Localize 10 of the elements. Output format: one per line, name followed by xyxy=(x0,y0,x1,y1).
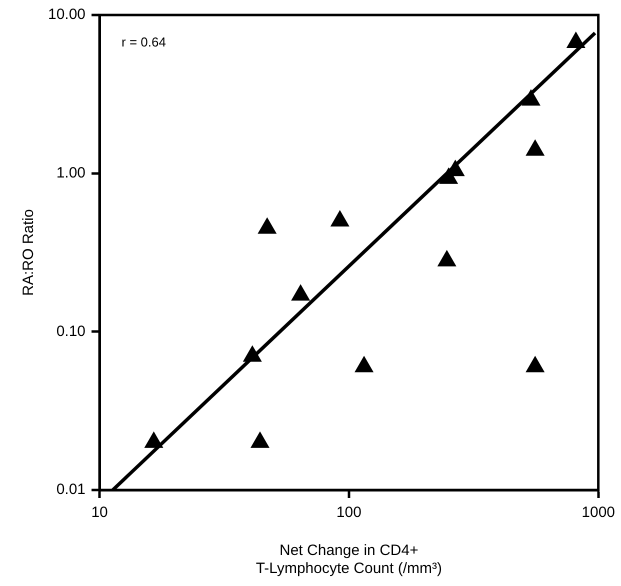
x-tick-label: 10 xyxy=(91,504,108,522)
x-tick-label: 1000 xyxy=(582,504,616,522)
y-axis-title: RA:RO Ratio xyxy=(20,209,38,296)
x-axis-title: Net Change in CD4+ T-Lymphocyte Count (/mm³) xyxy=(256,542,442,578)
x-tick-label: 100 xyxy=(336,504,362,522)
y-tick-label: 10.00 xyxy=(48,6,86,24)
y-tick-label: 0.01 xyxy=(56,481,86,498)
annotation: r = 0.64 xyxy=(122,34,166,50)
y-tick-label: 1.00 xyxy=(56,164,86,182)
y-tick-label: 0.10 xyxy=(56,322,86,340)
